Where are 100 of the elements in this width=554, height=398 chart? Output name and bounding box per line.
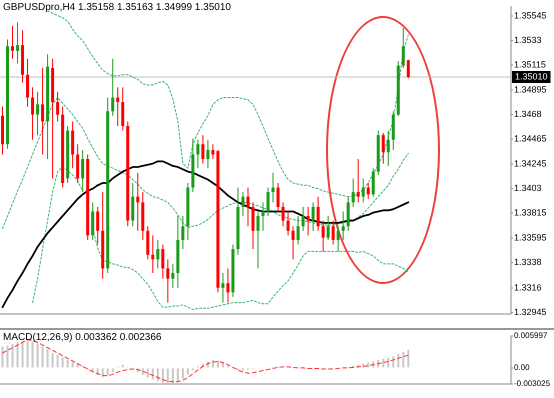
y-tick-label: -0.003025 xyxy=(514,379,551,388)
candlestick xyxy=(116,86,120,127)
candlestick xyxy=(342,210,345,240)
candlestick xyxy=(251,202,254,250)
candlestick xyxy=(96,206,100,246)
candlestick xyxy=(282,202,285,227)
candlestick xyxy=(306,206,310,236)
candlestick xyxy=(406,59,410,79)
candlestick xyxy=(382,132,385,164)
candlestick xyxy=(76,144,80,184)
candlestick xyxy=(31,86,34,140)
candlestick xyxy=(201,134,204,164)
bar xyxy=(186,368,189,374)
candlestick xyxy=(226,268,230,304)
bar xyxy=(46,349,49,368)
candlestick xyxy=(276,182,280,212)
candlestick xyxy=(372,168,375,198)
bar xyxy=(397,354,400,368)
candlestick xyxy=(111,58,114,116)
bar xyxy=(52,353,54,368)
candlestick xyxy=(352,178,355,208)
candlestick xyxy=(146,226,150,260)
candlestick xyxy=(41,67,44,156)
candlestick xyxy=(121,86,124,132)
bar xyxy=(216,360,219,368)
bar xyxy=(6,346,9,368)
bar xyxy=(56,354,59,368)
y-tick-label: 1.32945 xyxy=(514,306,547,317)
y-tick-label: 1.3468 xyxy=(514,109,542,120)
bar xyxy=(66,360,69,368)
candlestick xyxy=(332,220,335,246)
candlestick xyxy=(11,25,14,60)
y-tick-label: 1.33595 xyxy=(514,232,547,243)
candlestick xyxy=(196,139,200,169)
candlestick xyxy=(206,139,210,169)
candlestick xyxy=(81,149,84,193)
candlestick xyxy=(296,216,300,246)
y-tick-label: 1.33815 xyxy=(514,208,547,218)
candlestick xyxy=(366,182,370,200)
candlestick xyxy=(166,258,170,304)
y-tick-label: 1.3403 xyxy=(514,183,542,194)
bar xyxy=(162,368,164,383)
bar xyxy=(166,368,169,384)
candlestick xyxy=(71,120,74,169)
bar xyxy=(242,368,244,371)
candlestick xyxy=(362,178,365,203)
bar xyxy=(382,358,384,368)
bar xyxy=(172,368,174,384)
bar xyxy=(182,368,184,379)
bar xyxy=(62,357,64,368)
bar xyxy=(32,341,34,368)
candlestick xyxy=(292,226,295,260)
candlestick xyxy=(131,182,134,227)
candlestick xyxy=(402,28,405,68)
candlestick xyxy=(36,91,40,136)
bar xyxy=(16,342,19,368)
bar xyxy=(72,362,74,368)
candlestick xyxy=(312,202,315,232)
candlestick xyxy=(302,206,305,232)
candlestick xyxy=(246,187,250,227)
candlestick xyxy=(211,144,214,160)
candlestick xyxy=(256,210,260,269)
candlestick xyxy=(181,216,184,250)
bar xyxy=(392,356,394,368)
y-tick-label: 1.3338 xyxy=(514,257,542,268)
chart-title: GBPUSDpro,H4 1.35158 1.35163 1.34999 1.35010 xyxy=(3,2,231,13)
candlestick xyxy=(316,196,320,232)
bar xyxy=(22,341,24,368)
candlestick xyxy=(221,272,224,304)
candlestick xyxy=(356,158,360,203)
candlestick xyxy=(156,239,160,269)
ref-line-label: 1.35010 xyxy=(515,72,548,82)
bar xyxy=(176,368,179,382)
bar xyxy=(12,344,14,368)
candlestick xyxy=(136,172,140,232)
y-tick-label: 1.35115 xyxy=(514,60,546,70)
candlestick xyxy=(266,187,270,217)
bar xyxy=(112,368,114,372)
candlestick xyxy=(171,263,174,288)
bar xyxy=(407,350,410,368)
candlestick xyxy=(91,202,94,240)
candlestick xyxy=(16,22,20,64)
y-tick-label: 1.34895 xyxy=(514,84,547,95)
bar xyxy=(146,368,149,378)
candlestick xyxy=(151,234,154,274)
candlestick xyxy=(346,196,350,232)
candlestick xyxy=(56,91,60,122)
candlestick xyxy=(161,244,164,280)
bar xyxy=(26,340,29,368)
bar xyxy=(2,346,4,368)
candlestick xyxy=(26,58,30,108)
bar xyxy=(142,368,144,375)
candlestick xyxy=(241,192,244,217)
bar xyxy=(402,352,404,368)
chart-title: MACD(12,26,9) 0.003362 0.002366 xyxy=(3,332,162,343)
bar xyxy=(367,362,370,368)
candlestick xyxy=(272,172,275,203)
bar xyxy=(36,343,39,368)
y-tick-label: 1.34245 xyxy=(514,158,547,169)
candlestick xyxy=(326,216,330,240)
